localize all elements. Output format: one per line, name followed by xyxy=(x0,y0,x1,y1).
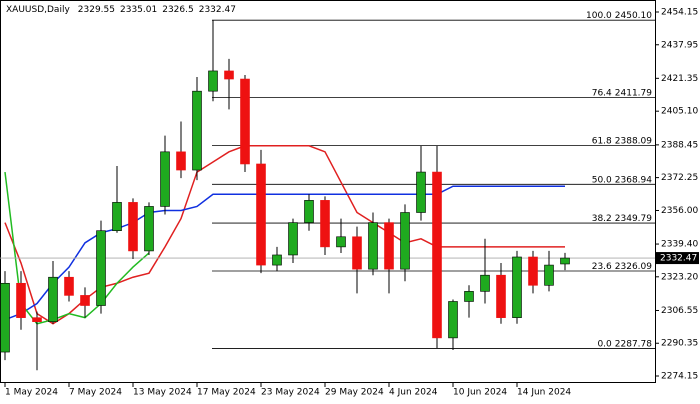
candle-body xyxy=(96,230,106,306)
price-tag xyxy=(656,252,699,265)
fib-level: 38.2 xyxy=(592,214,612,224)
fib-price: 2326.09 xyxy=(615,261,652,271)
price-tag-label: 2332.47 xyxy=(660,254,697,264)
symbol: XAUUSD,Daily xyxy=(6,5,70,15)
x-tick-label: 4 Jun 2024 xyxy=(389,388,438,398)
y-tick-label: 2290.35 xyxy=(661,339,698,349)
candle-body xyxy=(320,200,330,248)
fib-level: 0.0 xyxy=(597,339,612,349)
candle-body xyxy=(448,301,458,339)
candle-body xyxy=(464,291,474,302)
x-tick-label: 14 Jun 2024 xyxy=(517,388,571,398)
x-tick-label: 7 May 2024 xyxy=(69,388,122,398)
header-low: 2326.5 xyxy=(162,5,194,15)
fib-label: 38.2 2349.79 xyxy=(592,214,653,224)
fib-price: 2411.79 xyxy=(615,88,652,98)
fib-label: 0.0 2287.78 xyxy=(597,339,652,349)
fib-level: 50.0 xyxy=(592,175,612,185)
candle-body xyxy=(64,276,74,296)
candle-body xyxy=(240,78,250,165)
fib-price: 2287.78 xyxy=(615,339,652,349)
x-tick-label: 13 May 2024 xyxy=(133,388,192,398)
candle-body xyxy=(352,236,362,270)
fib-price: 2349.79 xyxy=(615,214,652,224)
candle-body xyxy=(304,200,314,223)
y-tick-label: 2306.55 xyxy=(661,306,698,316)
indicator-line xyxy=(4,171,150,325)
x-tick-label: 1 May 2024 xyxy=(5,388,58,398)
candle-body xyxy=(160,151,170,207)
candle-body xyxy=(208,70,218,92)
fib-price: 2388.09 xyxy=(615,136,652,146)
candle-body xyxy=(480,274,490,292)
candle-body xyxy=(496,274,506,318)
candle-body xyxy=(368,222,378,270)
candle-body xyxy=(528,256,538,286)
candle-body xyxy=(384,222,394,270)
candle-body xyxy=(400,212,410,270)
candle-body xyxy=(48,276,58,323)
fib-level: 23.6 xyxy=(592,261,612,271)
candle-body xyxy=(256,163,266,266)
y-tick-label: 2274.15 xyxy=(661,372,698,382)
fib-label: 76.4 2411.79 xyxy=(592,88,653,98)
header-high: 2335.01 xyxy=(120,5,157,15)
candle-body xyxy=(288,222,298,256)
candle-body xyxy=(560,257,570,265)
candle-body xyxy=(416,171,426,213)
candle-body xyxy=(16,282,26,318)
y-tick-label: 2388.45 xyxy=(661,140,698,150)
fib-level: 76.4 xyxy=(592,88,612,98)
fib-level: 61.8 xyxy=(592,136,612,146)
candle-body xyxy=(272,254,282,266)
candle-body xyxy=(80,295,90,306)
x-tick-label: 17 May 2024 xyxy=(197,388,256,398)
candle-body xyxy=(432,171,442,339)
y-tick-label: 2437.95 xyxy=(661,40,698,50)
header-close: 2332.47 xyxy=(199,5,236,15)
candle-body xyxy=(128,202,138,252)
header-open: 2329.55 xyxy=(78,5,115,15)
y-tick-label: 2454.15 xyxy=(661,8,698,18)
y-tick-label: 2421.35 xyxy=(661,74,698,84)
x-tick-label: 29 May 2024 xyxy=(325,388,384,398)
chart-header: XAUUSD,Daily 2329.55 2335.01 2326.5 2332.47 xyxy=(6,5,236,15)
fib-label: 50.0 2368.94 xyxy=(592,175,653,185)
candle-body xyxy=(192,90,202,171)
fib-price: 2368.94 xyxy=(615,175,652,185)
x-tick-label: 10 Jun 2024 xyxy=(453,388,507,398)
candle-body xyxy=(0,282,10,353)
fib-label: 100.0 2450.10 xyxy=(586,11,652,21)
candle-body xyxy=(544,264,554,286)
fib-level: 100.0 xyxy=(586,11,612,21)
y-tick-label: 2356.00 xyxy=(661,206,698,216)
x-tick-label: 23 May 2024 xyxy=(261,388,320,398)
candle-body xyxy=(112,202,122,232)
candle-body xyxy=(144,206,154,252)
y-tick-label: 2372.25 xyxy=(661,173,698,183)
y-tick-label: 2405.10 xyxy=(661,107,698,117)
candle-body xyxy=(336,236,346,248)
candle-body xyxy=(512,256,522,318)
candle-body xyxy=(176,151,186,171)
y-tick-label: 2323.20 xyxy=(661,272,698,282)
y-tick-label: 2339.40 xyxy=(661,240,698,250)
fib-label: 61.8 2388.09 xyxy=(592,136,653,146)
candle-body xyxy=(32,317,42,323)
plot-frame xyxy=(0,0,656,383)
fib-label: 23.6 2326.09 xyxy=(592,261,653,271)
fib-price: 2450.10 xyxy=(615,11,652,21)
candle-body xyxy=(224,70,234,80)
